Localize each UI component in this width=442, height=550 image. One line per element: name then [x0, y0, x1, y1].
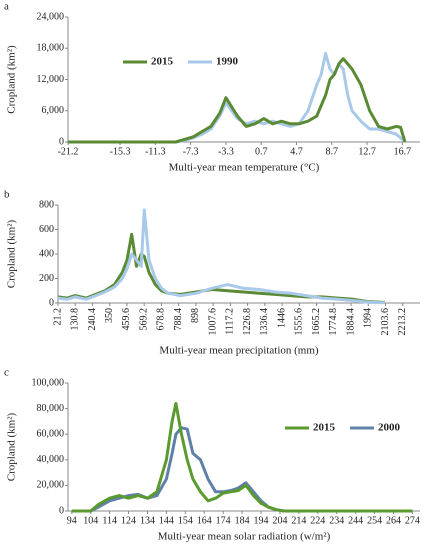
x-tick-label: 8.7	[326, 146, 339, 157]
x-tick-label: 2103.6	[380, 308, 391, 336]
x-axis-title: Multi-year mean precipitation (mm)	[159, 345, 318, 357]
x-tick-label: 194	[254, 515, 269, 526]
y-tick-label: 80,000	[37, 403, 65, 414]
x-tick-label: 144	[159, 515, 174, 526]
x-tick-label: 240.4	[87, 308, 98, 331]
x-tick-label: 569.2	[138, 308, 149, 331]
x-tick-label: 184	[235, 515, 250, 526]
x-tick-label: 94	[67, 515, 77, 526]
x-tick-label: 21.2	[52, 308, 63, 326]
x-tick-label: 104	[83, 515, 98, 526]
y-tick-label: 400	[39, 248, 54, 259]
x-tick-label: 254	[367, 515, 382, 526]
legend-label: 2015	[313, 422, 336, 434]
x-tick-label: 114	[102, 515, 117, 526]
x-tick-label: 224	[310, 515, 325, 526]
y-tick-label: 800	[39, 199, 54, 210]
x-tick-label: 164	[197, 515, 212, 526]
y-axis-title: Cropland (km²)	[6, 45, 18, 114]
x-tick-label: 678.8	[156, 308, 167, 331]
x-tick-label: 459.6	[121, 308, 132, 331]
x-tick-label: 1446	[276, 308, 287, 328]
series-line	[57, 208, 386, 305]
x-tick-label: 234	[329, 515, 344, 526]
x-tick-label: 1226.8	[242, 308, 253, 336]
y-tick-label: 18,000	[37, 43, 65, 54]
x-tick-label: 898	[190, 308, 201, 323]
y-tick-label: 600	[39, 224, 54, 235]
x-tick-label: 244	[348, 515, 363, 526]
x-tick-label: 788.4	[173, 308, 184, 331]
y-axis-title: Cropland (km²)	[6, 412, 18, 481]
x-tick-label: 1336.4	[259, 308, 270, 336]
x-tick-label: 124	[121, 515, 136, 526]
x-tick-label: 2213.2	[397, 308, 408, 336]
y-tick-label: 0	[59, 505, 64, 516]
legend-label: 1990	[216, 56, 239, 68]
series-line	[71, 426, 413, 513]
x-tick-label: 130.8	[70, 308, 81, 331]
x-tick-label: 0.7	[255, 146, 268, 157]
x-tick-label: -11.3	[145, 146, 165, 157]
x-tick-label: 1994	[363, 308, 374, 328]
y-tick-label: 100,000	[32, 377, 65, 388]
panel-label: c	[4, 367, 9, 379]
x-tick-label: -15.3	[110, 146, 131, 157]
y-tick-label: 0	[49, 297, 54, 308]
series-line	[71, 402, 413, 513]
x-tick-label: 1555.6	[294, 308, 305, 336]
panel-label: b	[4, 189, 10, 201]
x-tick-label: 204	[272, 515, 287, 526]
y-tick-label: 20,000	[37, 480, 65, 491]
x-axis-title: Multi-year mean temperature (°C)	[169, 162, 320, 174]
x-axis-title: Multi-year mean solar radiation (w/m²)	[158, 531, 331, 543]
y-tick-label: 60,000	[37, 428, 65, 439]
x-tick-label: 1007.6	[207, 308, 218, 336]
x-tick-label: 264	[386, 515, 401, 526]
legend-label: 2000	[378, 422, 401, 434]
x-tick-label: 274	[405, 515, 420, 526]
y-tick-label: 200	[39, 273, 54, 284]
x-tick-label: 134	[140, 515, 155, 526]
x-tick-label: 214	[291, 515, 306, 526]
series-line	[68, 57, 407, 144]
x-tick-label: 350	[104, 308, 115, 323]
x-tick-label: 12.7	[358, 146, 376, 157]
panel-label: a	[4, 1, 9, 13]
y-tick-label: 24,000	[37, 11, 65, 22]
x-tick-label: 1774.8	[328, 308, 339, 336]
legend-label: 2015	[151, 56, 174, 68]
y-tick-label: 12,000	[37, 74, 65, 85]
x-tick-label: 1884.4	[345, 308, 356, 336]
x-tick-label: 174	[216, 515, 231, 526]
x-tick-label: 1665.2	[311, 308, 322, 336]
x-tick-label: 16.7	[394, 146, 412, 157]
x-tick-label: -3.3	[218, 146, 234, 157]
x-tick-label: 1117.2	[225, 308, 236, 335]
y-tick-label: 40,000	[37, 454, 65, 465]
y-tick-label: 0	[59, 136, 64, 147]
x-tick-label: -21.2	[58, 146, 79, 157]
y-axis-title: Cropland (km²)	[6, 219, 18, 288]
x-tick-label: 154	[178, 515, 193, 526]
x-tick-label: 4.7	[290, 146, 303, 157]
x-tick-label: -7.3	[183, 146, 199, 157]
y-tick-label: 6,000	[42, 105, 65, 116]
